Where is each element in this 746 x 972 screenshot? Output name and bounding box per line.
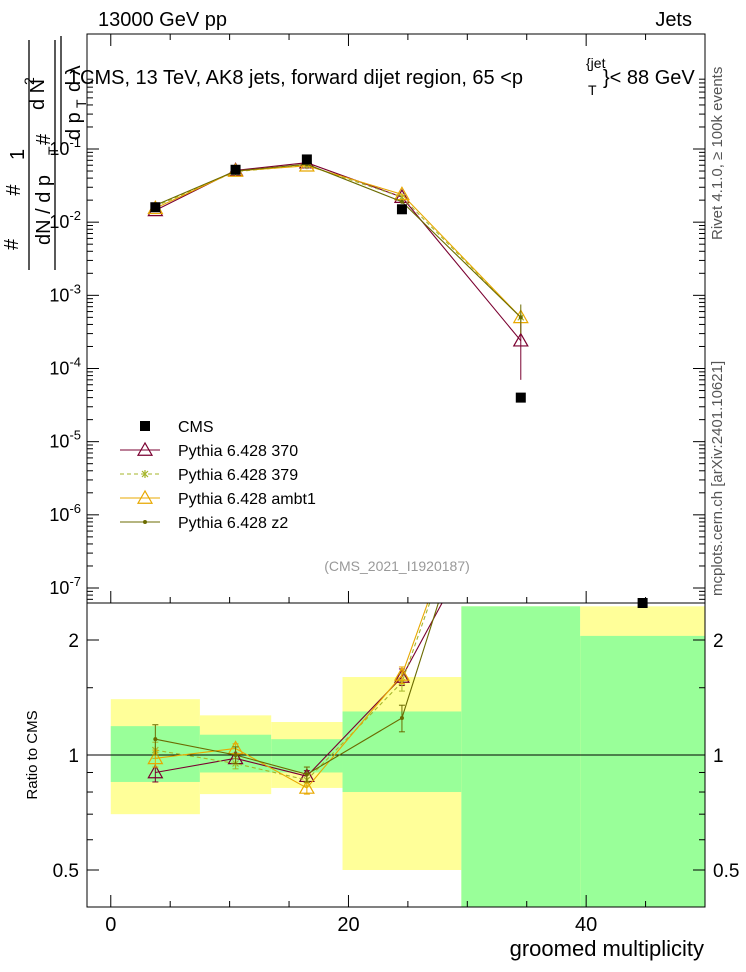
y-tick-label-ratio-right-1: 1 — [713, 746, 724, 767]
main-marker-2-3 — [393, 186, 410, 201]
ratio-marker-2-3 — [393, 666, 410, 681]
data-point-3 — [396, 204, 407, 215]
main-line-3 — [155, 163, 522, 318]
y-tick-exponent: -6 — [69, 501, 81, 516]
svg-text:T: T — [73, 99, 89, 108]
svg-text:T: T — [45, 146, 61, 155]
y-tick-exponent: -3 — [69, 281, 81, 296]
svg-text:d p: d p — [63, 112, 85, 140]
plot-title-prefix: 1 — [68, 67, 79, 89]
main-plot — [147, 154, 648, 608]
main-line-1 — [155, 164, 522, 318]
main-line-2 — [155, 165, 522, 318]
legend-label-4: Pythia 6.428 z2 — [178, 515, 288, 532]
y-tick-label-ratio-right-2: 2 — [713, 631, 724, 652]
ratio-marker-3-1 — [233, 753, 238, 757]
ratio-marker-3-0 — [153, 737, 158, 742]
plot-title: CMS, 13 TeV, AK8 jets, forward dijet reg… — [80, 67, 523, 89]
plot-title-sub: T — [588, 82, 597, 98]
legend-marker-0 — [140, 421, 150, 431]
y-tick-base: 10 — [49, 505, 69, 525]
header-left: 13000 GeV pp — [98, 9, 227, 31]
legend-label-0: CMS — [178, 419, 214, 436]
legend: CMS Pythia 6.428 370 Pythia 6.428 379 Pythi… — [120, 419, 316, 532]
y-tick-label-main--7: 10-7 — [49, 574, 81, 598]
x-tick-label-0: 0 — [105, 914, 116, 936]
y-tick-label-main--6: 10-6 — [49, 501, 81, 525]
main-marker-3-3 — [399, 199, 404, 204]
svg-text:d λ: d λ — [63, 65, 85, 92]
x-tick-label-20: 20 — [337, 914, 359, 936]
main-marker-0-4 — [512, 332, 529, 347]
data-point-4 — [515, 392, 526, 403]
y-tick-exponent: -4 — [69, 355, 81, 370]
y-tick-exponent: -5 — [69, 428, 81, 443]
svg-text:#: # — [3, 184, 25, 196]
y-tick-base: 10 — [49, 285, 69, 305]
y-tick-label-ratio-2: 2 — [68, 631, 79, 652]
y-tick-base: 10 — [49, 432, 69, 452]
ratio-marker-3-3 — [399, 715, 404, 720]
ratio-marker-0-0 — [147, 764, 164, 779]
y-tick-label-main--5: 10-5 — [49, 428, 81, 452]
main-marker-3-4 — [518, 315, 523, 320]
svg-text:#: # — [1, 238, 23, 250]
data-point-2 — [301, 154, 312, 165]
data-point-1 — [230, 164, 241, 175]
svg-text:dN / d p: dN / d p — [33, 175, 55, 245]
ratio-bands — [110, 606, 705, 907]
y-tick-exponent: -7 — [69, 574, 81, 589]
plot-title-sup: {jet — [586, 55, 606, 71]
x-tick-label-40: 40 — [575, 914, 597, 936]
svg-text:2: 2 — [21, 77, 37, 85]
y-tick-label-main--4: 10-4 — [49, 355, 81, 379]
y-tick-base: 10 — [49, 578, 69, 598]
y-tick-label-ratio-right-0.5: 0.5 — [713, 861, 739, 882]
ratio-series — [147, 603, 443, 795]
y-tick-label-main--3: 10-3 — [49, 281, 81, 305]
legend-label-1: Pythia 6.428 370 — [178, 443, 298, 460]
band-inner-5 — [580, 635, 705, 907]
legend-marker-3 — [136, 489, 154, 504]
y-tick-label-ratio-1: 1 — [68, 746, 79, 767]
legend-marker-4 — [143, 520, 147, 524]
svg-text:#: # — [33, 133, 55, 145]
mcplots-ref: mcplots.cern.ch [arXiv:2401.10621] — [709, 361, 726, 596]
band-inner-4 — [461, 606, 581, 907]
ratio-marker-2-0 — [147, 750, 164, 765]
data-point-0 — [150, 202, 161, 213]
svg-text:1: 1 — [7, 149, 29, 160]
y-axis-label-ratio: Ratio to CMS — [24, 710, 41, 799]
header-right: Jets — [655, 9, 692, 31]
main-line-0 — [155, 162, 522, 342]
x-axis-label: groomed multiplicity — [510, 936, 704, 961]
ratio-plot — [87, 603, 705, 795]
legend-label-3: Pythia 6.428 ambt1 — [178, 491, 316, 508]
y-tick-exponent: -1 — [69, 135, 81, 150]
legend-label-2: Pythia 6.428 379 — [178, 467, 298, 484]
plot-title-end: }< 88 GeV — [603, 67, 695, 89]
svg-text:d N: d N — [27, 79, 49, 110]
ratio-marker-2-2 — [298, 779, 315, 794]
y-tick-base: 10 — [49, 359, 69, 379]
y-tick-label-ratio-0.5: 0.5 — [53, 861, 79, 882]
legend-marker-1 — [136, 441, 154, 456]
rivet-version: Rivet 4.1.0, ≥ 100k events — [709, 67, 726, 240]
y-tick-exponent: -2 — [69, 208, 81, 223]
legend-marker-2 — [141, 470, 149, 478]
analysis-id: (CMS_2021_I1920187) — [324, 558, 470, 574]
ratio-marker-3-2 — [304, 772, 309, 777]
y-axis-label-main: # 1 dN / d p T # # d N 2 d p T d λ — [1, 36, 89, 270]
